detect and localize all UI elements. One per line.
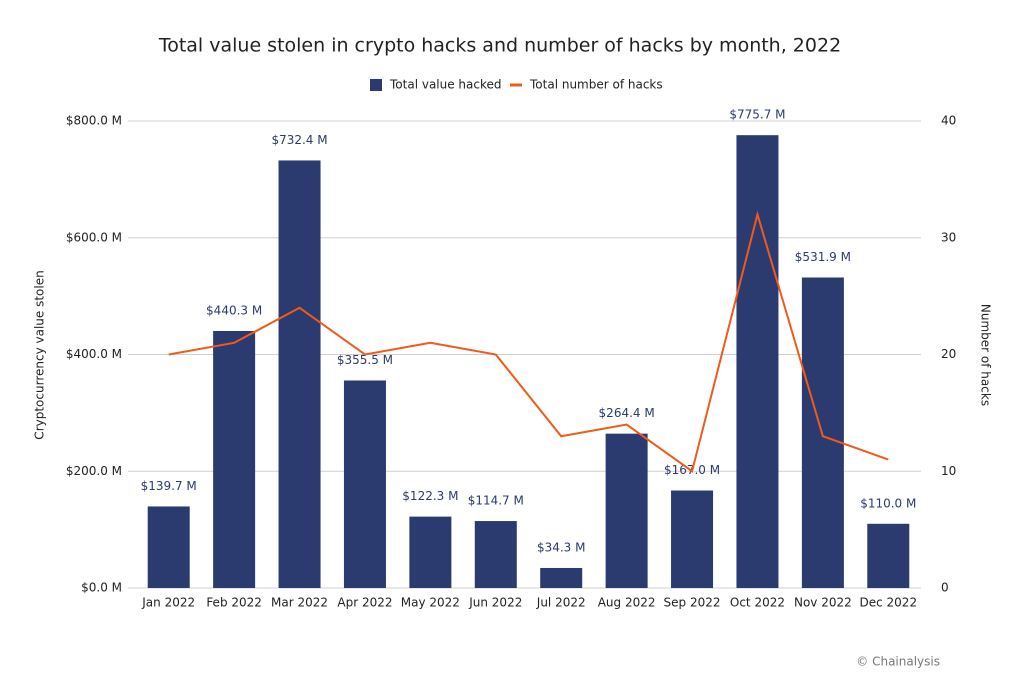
bar (409, 516, 452, 588)
y-axis-title: Cryptocurrency value stolen (33, 270, 47, 439)
bar (278, 160, 321, 589)
chart-title: Total value stolen in crypto hacks and n… (158, 35, 841, 57)
y-tick-label: $600.0 M (66, 230, 122, 244)
y2-tick-label: 30 (941, 230, 956, 244)
y-tick-label: $400.0 M (66, 347, 122, 361)
value-label: $139.7 M (141, 479, 197, 493)
x-tick-label: Dec 2022 (860, 596, 918, 610)
x-tick-label: Jul 2022 (536, 596, 586, 610)
value-label: $775.7 M (729, 108, 785, 122)
line (168, 210, 889, 473)
bar (213, 330, 256, 588)
legend-label: Total value hacked (389, 78, 502, 92)
y-tick-label: $800.0 M (66, 114, 122, 128)
value-label: $110.0 M (860, 496, 916, 510)
value-label: $732.4 M (271, 133, 327, 147)
x-tick-label: Apr 2022 (337, 596, 392, 610)
bar (605, 433, 648, 588)
value-label: $34.3 M (537, 540, 586, 554)
bar (474, 521, 517, 588)
y2-tick-label: 20 (941, 347, 956, 361)
x-tick-label: May 2022 (401, 596, 460, 610)
bar (540, 567, 583, 588)
x-tick-label: Jan 2022 (141, 596, 195, 610)
value-label: $440.3 M (206, 303, 262, 317)
x-tick-label: Jun 2022 (468, 596, 522, 610)
y-tick-label: $0.0 M (81, 581, 122, 595)
value-label: $122.3 M (402, 489, 458, 503)
value-label: $114.7 M (468, 494, 524, 508)
y2-tick-label: 10 (941, 464, 956, 478)
x-tick-label: Aug 2022 (598, 596, 656, 610)
y2-axis-title: Number of hacks (979, 304, 993, 406)
value-label: $531.9 M (795, 250, 851, 264)
x-tick-label: Mar 2022 (271, 596, 328, 610)
y-tick-label: $200.0 M (66, 464, 122, 478)
x-tick-label: Oct 2022 (730, 596, 785, 610)
bar (671, 490, 714, 588)
bar (147, 506, 190, 588)
bar (343, 380, 386, 588)
legend-swatch (370, 79, 382, 91)
value-label: $355.5 M (337, 353, 393, 367)
bar (867, 523, 910, 588)
value-label: $264.4 M (599, 406, 655, 420)
y2-tick-label: 0 (941, 581, 949, 595)
source: © Chainalysis (856, 655, 940, 669)
y2-tick-label: 40 (941, 114, 956, 128)
x-tick-label: Feb 2022 (206, 596, 262, 610)
bar (736, 135, 779, 588)
x-tick-label: Sep 2022 (664, 596, 721, 610)
x-tick-label: Nov 2022 (794, 596, 852, 610)
legend-label: Total number of hacks (529, 78, 663, 92)
